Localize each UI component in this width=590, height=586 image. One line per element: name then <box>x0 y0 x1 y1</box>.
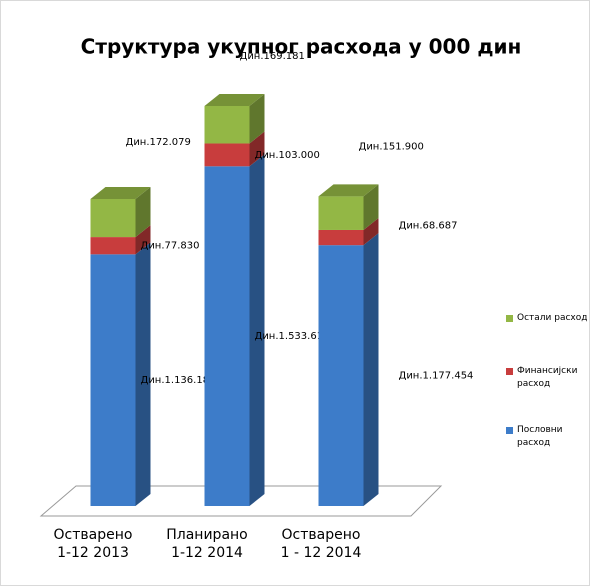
legend-swatch <box>506 427 513 434</box>
data-label: Дин.172.079 <box>126 137 191 148</box>
bar-segment <box>90 254 136 506</box>
x-tick-label: Планирано 1-12 2014 <box>166 527 248 561</box>
bar-segment <box>90 237 136 255</box>
data-label: Дин.151.900 <box>359 141 424 152</box>
data-label: Дин.1.533.614 <box>255 331 330 342</box>
bar-segment <box>318 229 364 246</box>
legend-entry: Остали расход <box>506 312 589 325</box>
bar-segment <box>204 106 250 144</box>
data-label: Дин.68.687 <box>399 221 458 232</box>
bar-side <box>135 242 151 507</box>
legend-entry: Пословни расход <box>506 424 589 450</box>
legend-label: Финансијски расход <box>517 366 578 389</box>
legend-label: Остали расход <box>517 313 588 323</box>
legend-swatch <box>506 315 513 322</box>
bar-side <box>249 154 265 506</box>
x-tick-label: Остварено 1-12 2013 <box>53 527 133 561</box>
bar-side <box>363 233 379 507</box>
legend-entry: Финансијски расход <box>506 365 589 391</box>
bar-segment <box>318 196 364 230</box>
bar-segment <box>318 245 364 507</box>
bar-side <box>363 217 379 246</box>
legend-swatch <box>506 368 513 375</box>
bar-top <box>90 186 151 199</box>
legend-label: Пословни расход <box>517 425 563 448</box>
bar-top <box>318 184 379 197</box>
data-label: Дин.103.000 <box>255 150 320 161</box>
bar-top <box>204 94 265 106</box>
bar-side <box>249 94 265 144</box>
bar-segment <box>204 166 250 506</box>
data-label: Дин.77.830 <box>141 241 200 252</box>
bar-side <box>135 186 151 238</box>
bar-segment <box>90 198 136 238</box>
data-label: Дин.1.177.454 <box>399 371 474 382</box>
x-tick-label: Остварено 1 - 12 2014 <box>280 527 362 561</box>
data-label: Дин.1.136.189 <box>141 375 216 386</box>
bar-segment <box>204 143 250 167</box>
bar-side <box>249 131 265 167</box>
chart-title: Структура укупног расхода у 000 дин <box>81 35 522 59</box>
data-label: Дин.169.181 <box>240 51 305 62</box>
bar-side <box>135 225 151 255</box>
bar-side <box>363 184 379 230</box>
